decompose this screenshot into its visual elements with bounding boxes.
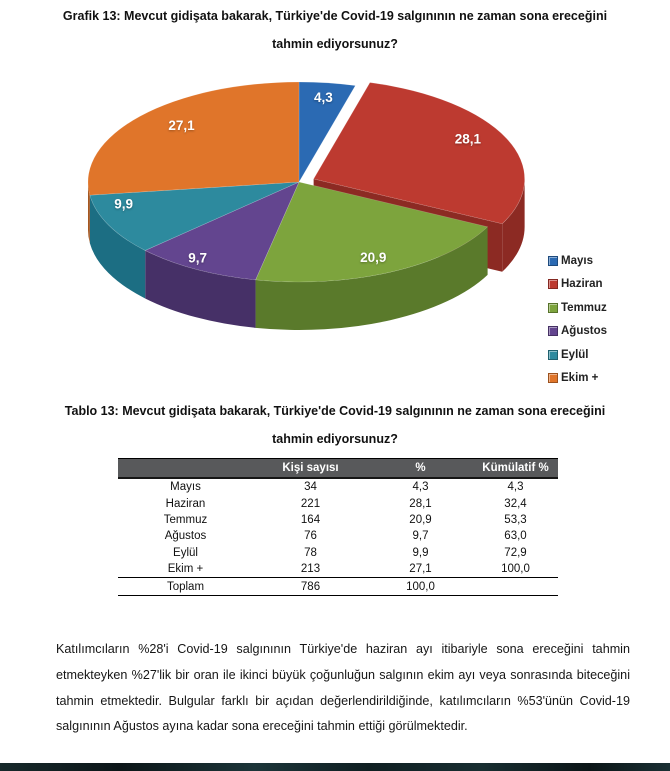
table-cell: 34 <box>304 481 317 494</box>
legend-swatch-icon <box>548 279 558 290</box>
table-row: Ekim + 213 27,1 100,0 <box>118 561 558 578</box>
legend-label: Temmuz <box>561 301 607 314</box>
table-row: Ağustos 76 9,7 63,0 <box>118 528 558 544</box>
table-cell <box>473 577 558 596</box>
legend-swatch-icon <box>548 349 558 360</box>
table-row: Eylül 78 9,9 72,9 <box>118 545 558 561</box>
legend-swatch-icon <box>548 302 558 313</box>
data-table: Kişi sayısı% Kümülatif % Mayıs 34 4,3 4,3 Haz… <box>118 458 558 596</box>
table-body: Mayıs 34 4,3 4,3 Haziran 221 28,1 32,4 Temmuz 164… <box>118 478 558 596</box>
table-cell: 164 <box>300 513 321 526</box>
table-row: Haziran 221 28,1 32,4 <box>118 495 558 511</box>
table-cell: 4,3 <box>507 481 524 494</box>
page-bottom-bar <box>0 763 670 771</box>
table-header-cell: Kümülatif % <box>473 458 558 479</box>
legend-item: Haziran <box>548 273 607 297</box>
pie-value-label: 27,1 <box>168 118 195 133</box>
legend-swatch-icon <box>548 326 558 337</box>
legend-item: Eylül <box>548 343 607 367</box>
pie-slice-top <box>313 82 525 225</box>
table-cell: 63,0 <box>504 530 527 543</box>
table-cell: 100,0 <box>368 577 473 596</box>
legend-label: Haziran <box>561 278 603 291</box>
pie-value-label: 28,1 <box>455 131 482 146</box>
legend-swatch-icon <box>548 255 558 266</box>
pie-value-label: 20,9 <box>360 250 386 265</box>
table-cell: 221 <box>300 497 321 510</box>
pie-slice-side <box>145 250 256 328</box>
table-header-row: Kişi sayısı% Kümülatif % <box>118 458 558 479</box>
grafik-title: Grafik 13: Mevcut gidişata bakarak, Türk… <box>62 9 608 51</box>
table-cell: 72,9 <box>504 546 527 559</box>
pie-slice-side <box>89 195 146 299</box>
table-cell: Haziran <box>165 497 206 510</box>
table-cell: Mayıs <box>170 481 201 494</box>
pie-value-label: 4,3 <box>314 90 333 105</box>
table-cell: 786 <box>253 577 368 596</box>
table-cell: 100,0 <box>501 563 530 576</box>
table-cell: 20,9 <box>409 513 432 526</box>
chart-legend: Mayıs Haziran Temmuz Ağustos Eylül Ekim + <box>548 249 607 390</box>
pie-slice-top <box>87 81 300 196</box>
pie-slice-side <box>502 178 525 272</box>
table-cell: Eylül <box>173 546 198 559</box>
pie-chart-figure: 4,3 28,1 20,9 9,7 9,9 27,1 Mayıs Haziran Temmuz… <box>0 58 670 398</box>
legend-swatch-icon <box>548 373 558 384</box>
table-cell: 76 <box>304 530 317 543</box>
table-cell: 32,4 <box>504 497 527 510</box>
table-cell: 9,9 <box>412 546 429 559</box>
table-cell: 78 <box>304 546 317 559</box>
table-cell: 213 <box>300 563 321 576</box>
commentary-text: Katılımcıların %28'i Covid-19 salgınının… <box>56 642 630 734</box>
pie-chart: 4,3 28,1 20,9 9,7 9,9 27,1 <box>87 81 525 330</box>
tablo-title: Tablo 13: Mevcut gidişata bakarak, Türki… <box>64 404 606 446</box>
table-cell: Ekim + <box>167 563 204 576</box>
table-row: Mayıs 34 4,3 4,3 <box>118 478 558 495</box>
table-cell: 27,1 <box>409 563 432 576</box>
table-cell: 4,3 <box>412 481 429 494</box>
table-cell: 53,3 <box>504 513 527 526</box>
pie-slice-top <box>255 181 489 283</box>
table-header-cell <box>118 458 253 479</box>
table-header-cell: Kişi sayısı <box>253 458 368 479</box>
table-cell: Temmuz <box>163 513 208 526</box>
pie-slice-top <box>298 81 356 184</box>
legend-label: Ekim + <box>561 372 599 385</box>
pie-value-label: 9,7 <box>188 250 207 265</box>
pie-slice-side <box>255 226 488 330</box>
table-header-cell: % <box>368 458 473 479</box>
table-cell: Toplam <box>118 577 253 596</box>
legend-label: Ağustos <box>561 325 607 338</box>
legend-item: Ekim + <box>548 367 607 391</box>
legend-label: Mayıs <box>561 254 593 267</box>
table-cell: Ağustos <box>164 530 207 543</box>
legend-item: Ağustos <box>548 320 607 344</box>
pie-slice-top <box>89 181 300 251</box>
pie-slice-top <box>144 181 300 281</box>
pie-value-label: 9,9 <box>114 196 133 211</box>
table-total-row: Toplam 786 100,0 <box>118 577 558 596</box>
table-row: Temmuz 164 20,9 53,3 <box>118 512 558 528</box>
table-cell: 28,1 <box>409 497 432 510</box>
table-head: Kişi sayısı% Kümülatif % <box>118 458 558 479</box>
legend-item: Mayıs <box>548 249 607 273</box>
legend-label: Eylül <box>561 348 589 361</box>
pie-slice-side <box>88 182 90 244</box>
table-cell: 9,7 <box>412 530 429 543</box>
legend-item: Temmuz <box>548 296 607 320</box>
